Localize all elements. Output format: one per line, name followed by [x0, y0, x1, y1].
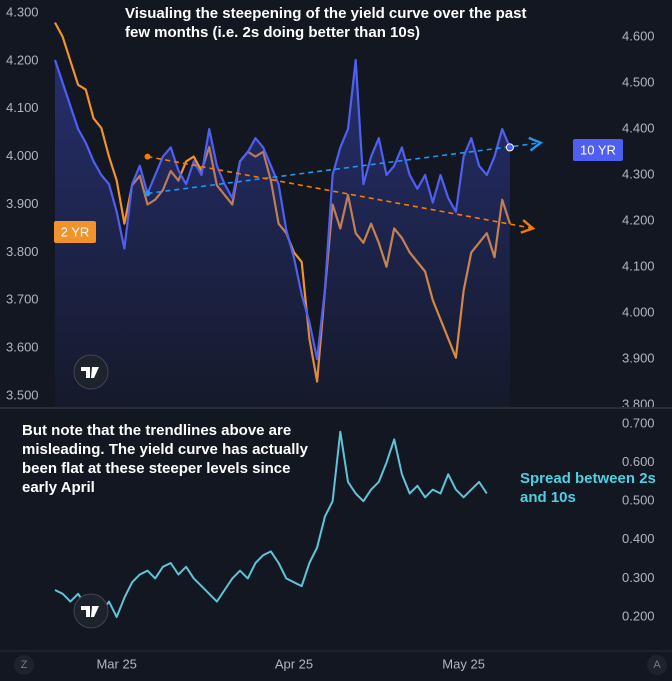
y-tick-label: 0.300: [622, 570, 655, 585]
area: [55, 60, 510, 407]
x-tick-label: Mar 25: [96, 656, 136, 671]
y-tick-label: 0.600: [622, 454, 655, 469]
y-tick-label: 3.700: [6, 292, 39, 307]
last-point: [505, 143, 514, 152]
y2-tick-label: 4.600: [622, 28, 655, 43]
tv-logo: [73, 354, 109, 390]
control-button: [14, 655, 34, 675]
y-tick-label: 3.900: [6, 196, 39, 211]
line: [54, 430, 488, 618]
y-tick-label: 4.200: [6, 52, 39, 67]
tv-logo: [73, 593, 109, 629]
top-plot: 3.500 3.600 3.700 3.800 3.900 4.000 4.100 4.200…: [6, 4, 655, 411]
y2-tick-label: 4.100: [622, 258, 655, 273]
control-label: A: [653, 659, 661, 671]
y2-tick-label: 4.500: [622, 74, 655, 89]
line: [53, 58, 511, 361]
control-button: [647, 655, 667, 675]
legend-tag: [573, 139, 623, 161]
y2-tick-label: 3.800: [622, 396, 655, 411]
y-tick-label: 0.700: [622, 415, 655, 430]
y-tick-label: 0.500: [622, 493, 655, 508]
y-tick-label: 3.800: [6, 244, 39, 259]
annotation: But note that the trendlines above are m…: [22, 422, 308, 496]
y-tick-label: 4.000: [6, 148, 39, 163]
trendline: [147, 155, 536, 234]
legend-label: 10 YR: [580, 142, 616, 157]
legend-label: 2 YR: [61, 224, 90, 239]
y2-tick-label: 4.400: [622, 120, 655, 135]
time-axis: Mar 25 Apr 25 May 25 Z A: [14, 655, 667, 675]
x-tick-label: May 25: [442, 656, 485, 671]
y-tick-label: 4.300: [6, 4, 39, 19]
y-tick-label: 3.500: [6, 387, 39, 402]
series-label: Spread between 2s and 10s: [520, 470, 656, 506]
chart-title: Visualing the steepening of the yield cu…: [125, 5, 527, 41]
y2-tick-label: 3.900: [622, 350, 655, 365]
bottom-plot: 0.200 0.300 0.400 0.500 0.600 0.700: [54, 415, 655, 623]
x-tick-label: Apr 25: [275, 656, 313, 671]
y-tick-label: 4.100: [6, 100, 39, 115]
legend-tag: [54, 221, 96, 243]
y2-tick-label: 4.300: [622, 166, 655, 181]
y-tick-label: 0.200: [622, 608, 655, 623]
y2-tick-label: 4.000: [622, 304, 655, 319]
trendline-anchor: [144, 153, 151, 160]
control-label: Z: [21, 659, 28, 671]
trendline-anchor: [144, 190, 151, 197]
y-tick-label: 3.600: [6, 340, 39, 355]
y-tick-label: 0.400: [622, 531, 655, 546]
trendline: [147, 136, 544, 195]
y2-tick-label: 4.200: [622, 212, 655, 227]
